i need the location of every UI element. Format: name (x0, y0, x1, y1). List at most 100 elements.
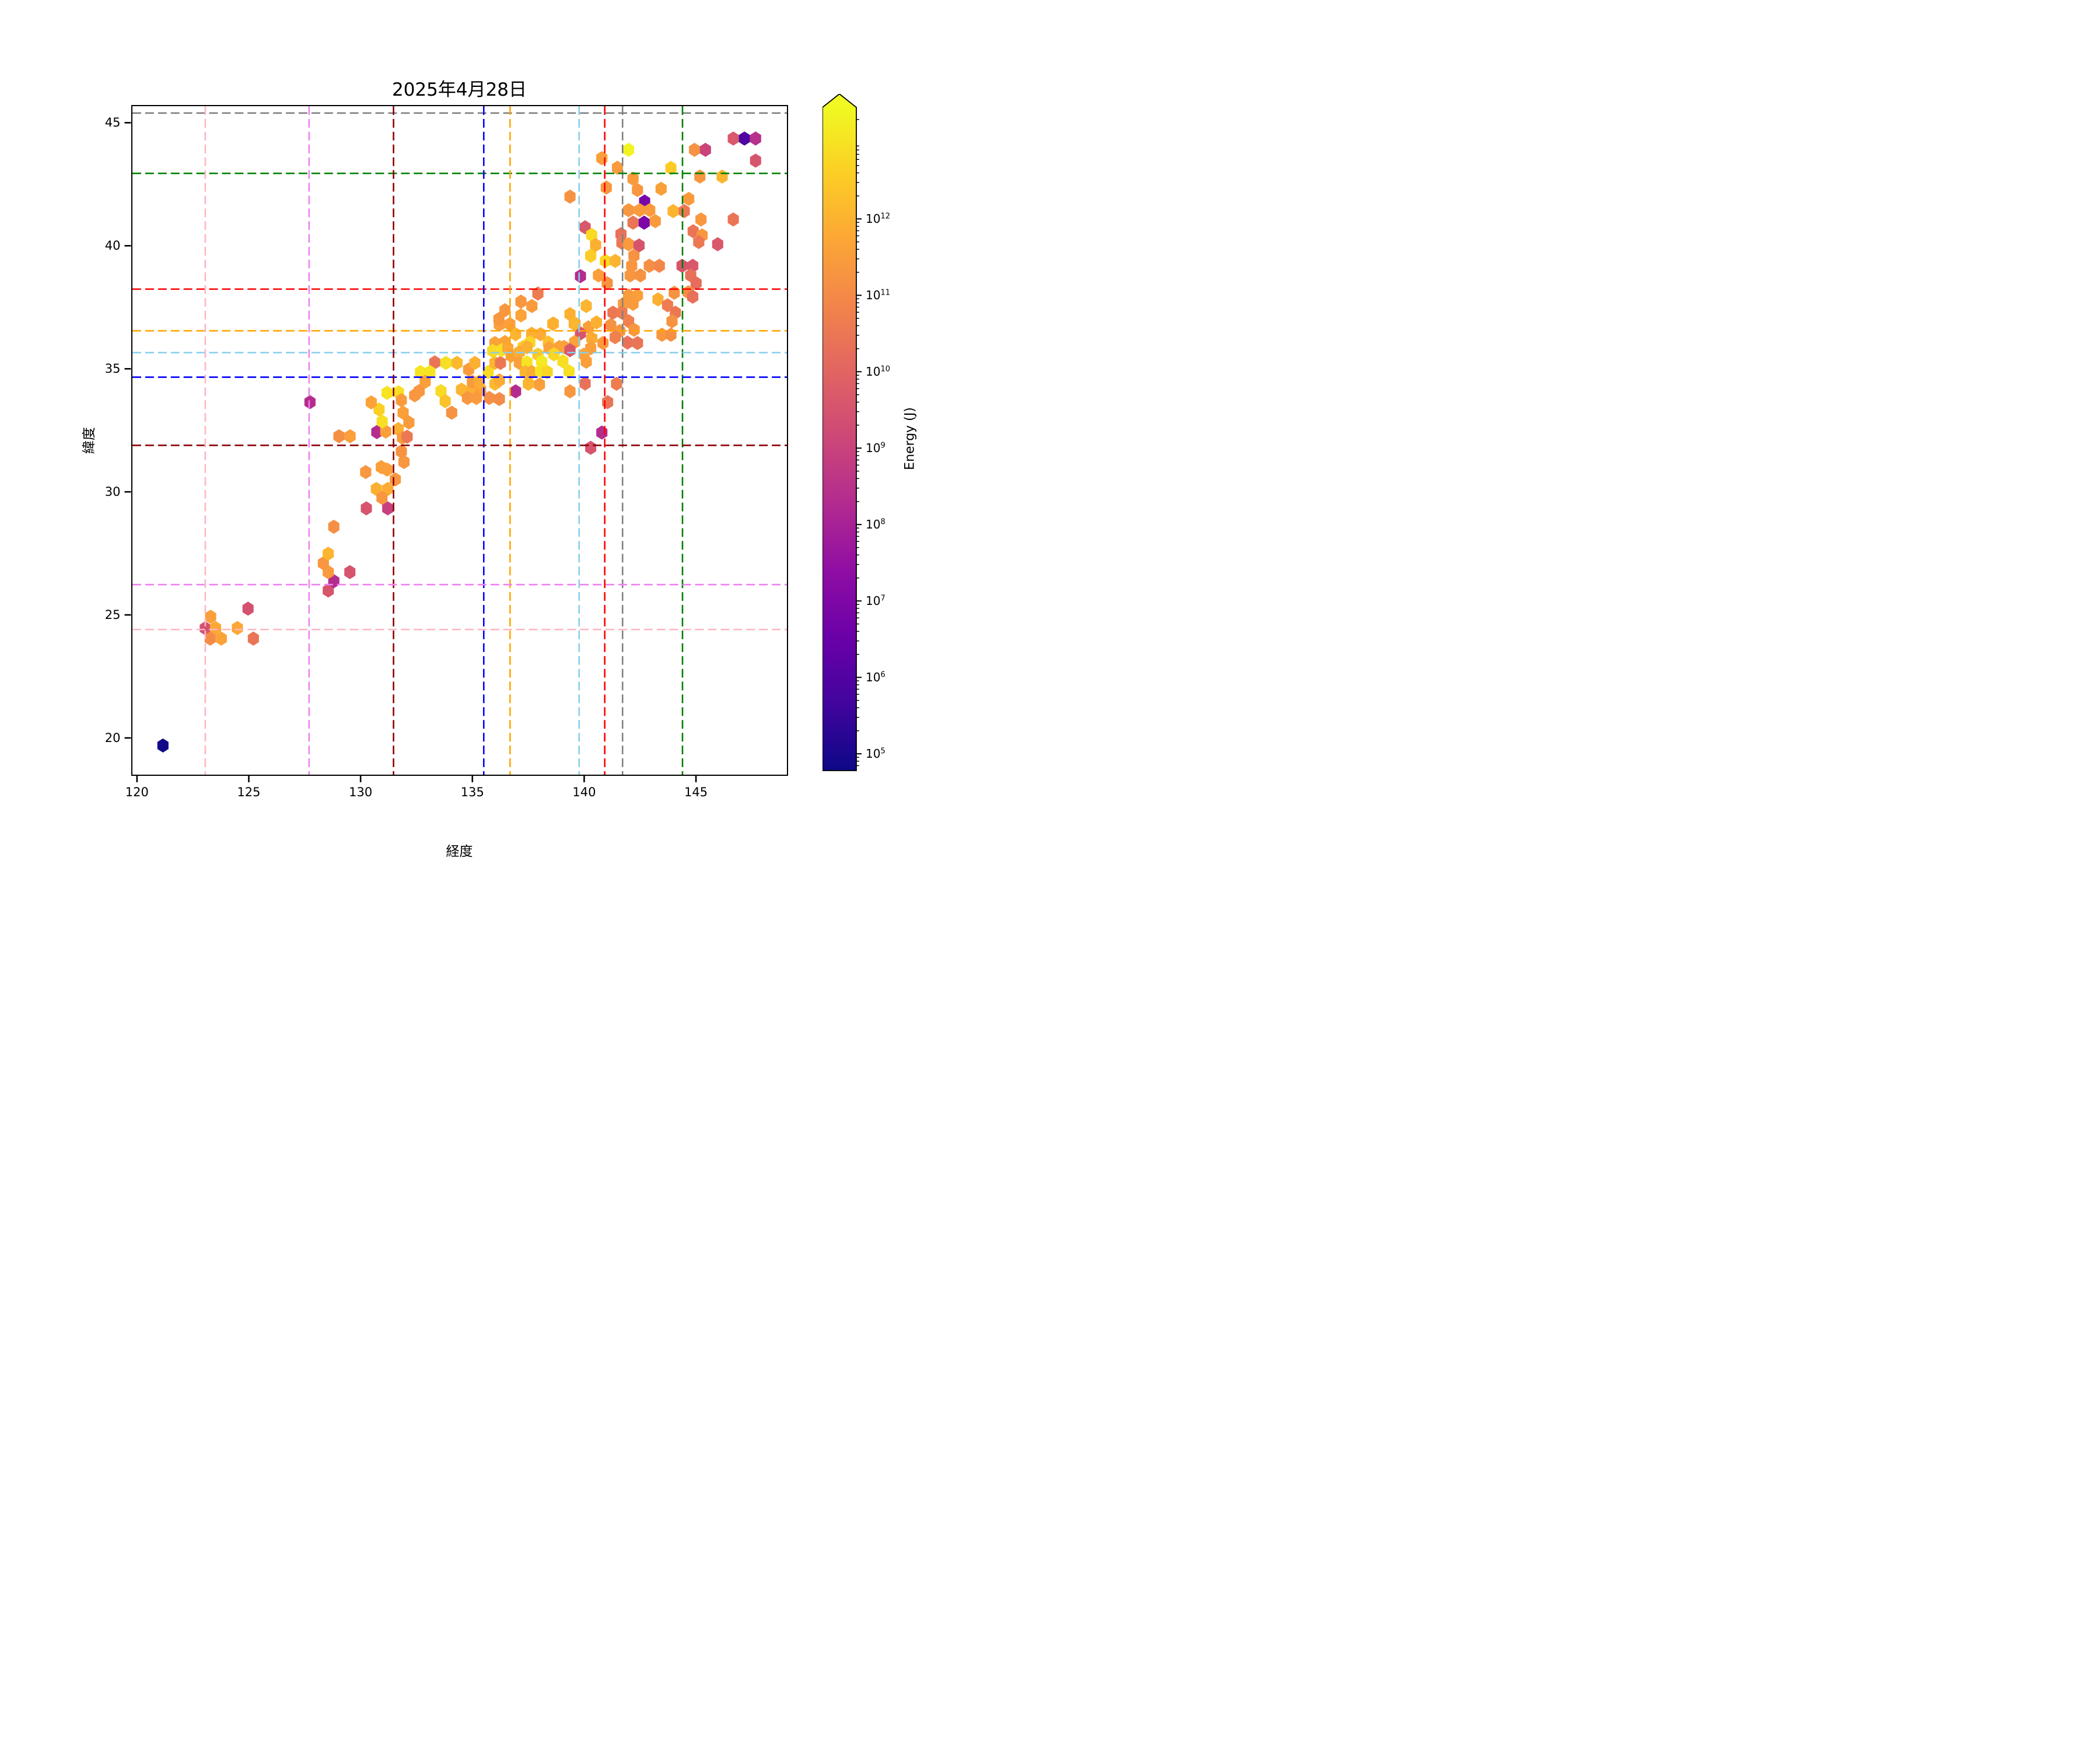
hexbin-cell (439, 394, 451, 408)
hexbin-cell (522, 376, 534, 391)
hexbin-cell (344, 429, 356, 443)
hexbin-cell (621, 335, 633, 350)
hexbin-cell (499, 303, 510, 317)
hexbin-cell (547, 316, 559, 331)
hexbin-canvas (132, 106, 787, 775)
hexbin-cell (402, 415, 415, 430)
hexbin-cell (440, 356, 452, 370)
x-tick-label: 140 (572, 785, 596, 799)
hexbin-cell (687, 224, 699, 239)
hexbin-cell (634, 268, 646, 283)
hexbin-cell (611, 160, 623, 175)
hexbin-cell (376, 414, 388, 429)
hexbin-cell (344, 565, 355, 579)
hexbin-cell (532, 286, 544, 301)
hexbin-cell (473, 374, 485, 389)
hexbin-cell (580, 299, 592, 313)
hexbin-cell (564, 189, 576, 204)
hexbin-cell (365, 395, 377, 410)
hexbin-cell (575, 269, 586, 284)
hexbin-cell (322, 547, 334, 561)
hexbin-cell (607, 305, 618, 320)
hexbin-cell (727, 212, 739, 227)
colorbar-gradient-bar (822, 94, 857, 771)
hexbin-cell (556, 354, 568, 369)
hexbin-cell (370, 425, 383, 439)
plot-area (131, 105, 788, 776)
hexbin-cell (322, 583, 334, 598)
y-tick-label: 25 (104, 608, 121, 622)
hexbin-cell (199, 621, 211, 636)
hexbin-cell (597, 335, 608, 351)
hexbin-cell (624, 268, 636, 283)
hexbin-cell (564, 384, 576, 399)
hexbin-cell (526, 365, 537, 379)
y-tick-label: 45 (104, 116, 121, 130)
hexbin-cell (666, 314, 678, 328)
hexbin-cell (688, 142, 700, 157)
hexbin-cell (493, 391, 505, 407)
figure: 2025年4月28日 120 125 130 135 140 145 20 25 30 35 40… (0, 0, 1050, 875)
hexbin-cell (414, 365, 426, 379)
hexbin-cell (382, 482, 393, 496)
hexbin-cell (487, 344, 498, 358)
colorbar-tick-label: 109 (866, 441, 886, 456)
hexbin-cell (610, 376, 622, 391)
hexbin-cell (569, 316, 580, 331)
hexbin-cell (589, 237, 601, 253)
hexbin-cell (470, 391, 482, 405)
hexbin-cell (665, 327, 677, 342)
x-tick-label: 145 (684, 785, 708, 799)
hexbin-cell (564, 343, 576, 358)
hexbin-cell (668, 285, 680, 300)
hexbin-cell (579, 376, 591, 391)
hexbin-cell (509, 384, 521, 399)
hexbin-cell (381, 386, 393, 400)
hexbin-cell (541, 365, 553, 379)
hexbin-cell (600, 180, 612, 195)
hexbin-cell (205, 610, 216, 624)
hexbin-cell (695, 212, 706, 227)
hexbin-cell (631, 335, 643, 351)
hexbin-cell (375, 460, 387, 474)
hexbin-cell (692, 235, 704, 250)
hexbin-cell (716, 169, 728, 184)
hexbin-cell (533, 377, 545, 392)
hexbin-cell (653, 258, 665, 273)
hexbin-cell (468, 356, 481, 370)
hexbin-cell (592, 268, 604, 283)
hexbin-cell (750, 153, 761, 168)
hexbin-cell (359, 465, 371, 480)
hexbin-cell (360, 501, 372, 516)
hexbin-cell (631, 183, 643, 197)
colorbar-tick-label: 1011 (866, 288, 890, 303)
hexbin-cell (382, 501, 393, 516)
hexbin-cell (604, 318, 617, 332)
hexbin-cell (515, 308, 527, 323)
colorbar-tick-label: 108 (866, 517, 886, 532)
hexbin-cell (435, 384, 447, 398)
hexbin-cell (494, 356, 506, 370)
hexbin-cell (451, 356, 463, 370)
hexbin-cell (667, 204, 678, 219)
hexbin-cell (665, 160, 677, 176)
hexbin-cell (424, 365, 435, 379)
hexbin-cell (643, 203, 655, 218)
colorbar-tick-label: 105 (866, 747, 886, 761)
hexbin-cell (580, 354, 592, 369)
hexbin-cell (622, 203, 634, 218)
hexbin-cell (446, 405, 457, 420)
hexbin-cell (483, 391, 495, 405)
hexbin-cell (157, 738, 169, 753)
hexbin-cell (727, 131, 739, 146)
hexbin-cell (304, 395, 316, 410)
hexbin-cell (209, 621, 221, 635)
hexbin-cell (690, 276, 702, 290)
hexbin-cell (601, 395, 613, 410)
hexbin-cell (584, 440, 596, 455)
hexbin-cell (712, 237, 723, 251)
hexbin-cell (584, 249, 596, 263)
hexbin-cell (429, 355, 440, 370)
colorbar (822, 94, 862, 771)
colorbar-tick-label: 1010 (866, 365, 890, 379)
